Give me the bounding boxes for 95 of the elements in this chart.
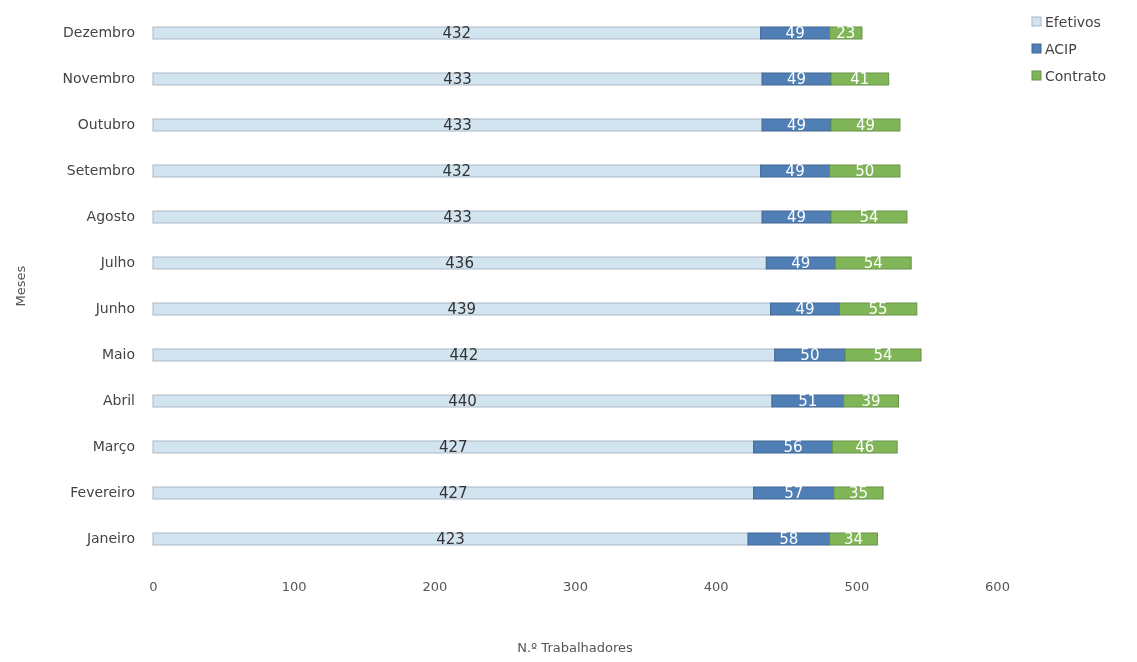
bar [753,486,835,500]
x-tick-label: 200 [422,579,448,595]
x-tick-label: 500 [844,579,870,595]
bar [152,164,762,178]
bar [152,26,762,40]
bar [771,394,845,408]
bar [830,210,908,224]
bar [152,486,755,500]
bar [760,164,831,178]
data-label: 50 [800,346,820,365]
y-tick-label: Setembro [66,162,135,179]
bar [152,394,773,408]
data-label: 49 [785,162,805,181]
bar [753,440,833,454]
y-tick-label: Novembro [62,70,135,87]
data-label: 49 [855,116,876,135]
bar [761,118,832,132]
y-tick-label: Janeiro [85,530,135,547]
data-label: 57 [784,484,804,503]
y-tick-label: Maio [101,346,135,363]
data-label: 54 [859,208,879,227]
bar [838,302,918,316]
data-label: 56 [783,438,803,457]
bar [830,118,901,132]
y-tick-label: Junho [94,300,135,317]
data-label: 58 [779,530,799,549]
bar [152,210,763,224]
legend-label: Contrato [1045,67,1107,84]
bar [770,302,840,316]
data-label: 23 [836,24,856,43]
y-axis-title: Meses [13,265,28,307]
x-tick-label: 400 [703,579,729,595]
bar [834,256,912,270]
bar [152,302,772,316]
data-label: 39 [861,392,881,411]
bar [152,256,767,270]
data-label: 34 [843,530,864,549]
legend-label: Efetivos [1045,13,1101,30]
legend-label: ACIP [1045,40,1077,57]
bar [760,26,831,40]
data-label: 49 [785,24,805,43]
bar [831,440,898,454]
y-tick-label: Agosto [86,208,135,225]
x-axis-title: N.º Trabalhadores [517,640,633,655]
data-label: 49 [795,300,815,319]
x-tick-label: 300 [563,579,588,595]
data-label: 49 [787,208,807,227]
y-tick-label: Julho [99,254,135,271]
data-label: 427 [439,484,468,503]
data-label: 51 [798,392,818,411]
bar [830,72,890,86]
data-label: 35 [848,484,868,503]
y-tick-label: Fevereiro [70,484,135,501]
y-tick-label: Março [92,438,135,455]
data-label: 432 [442,162,472,181]
bar [761,210,832,224]
data-label: 49 [787,70,807,89]
bar [833,486,884,500]
bar [844,348,922,362]
x-tick-label: 600 [985,579,1010,595]
data-label: 54 [873,346,893,365]
data-label: 433 [443,116,472,135]
data-label: 442 [449,346,479,365]
bar [152,440,755,454]
data-label: 439 [447,300,477,319]
bar [765,256,836,270]
data-label: 432 [442,24,472,43]
data-label: 433 [443,208,472,227]
data-label: 50 [855,162,875,181]
bar [152,72,763,86]
bar [774,348,846,362]
y-tick-label: Dezembro [63,24,135,41]
bar [761,72,832,86]
data-label: 49 [791,254,811,273]
bar [829,164,901,178]
y-tick-label: Abril [103,392,135,409]
y-tick-label: Outubro [77,116,135,133]
data-label: 440 [448,392,477,411]
data-label: 54 [863,254,883,273]
bar [843,394,900,408]
x-tick-label: 100 [281,579,307,595]
data-label: 46 [855,438,875,457]
data-label: 55 [868,300,888,319]
bar [152,118,763,132]
data-label: 436 [445,254,474,273]
data-label: 433 [443,70,472,89]
bar [829,532,878,546]
bar [152,532,749,546]
data-label: 49 [787,116,807,135]
data-label: 41 [850,70,870,89]
x-tick-label: 0 [149,579,158,595]
data-label: 427 [439,438,468,457]
bar [747,532,831,546]
data-label: 423 [436,530,465,549]
bar [152,348,776,362]
